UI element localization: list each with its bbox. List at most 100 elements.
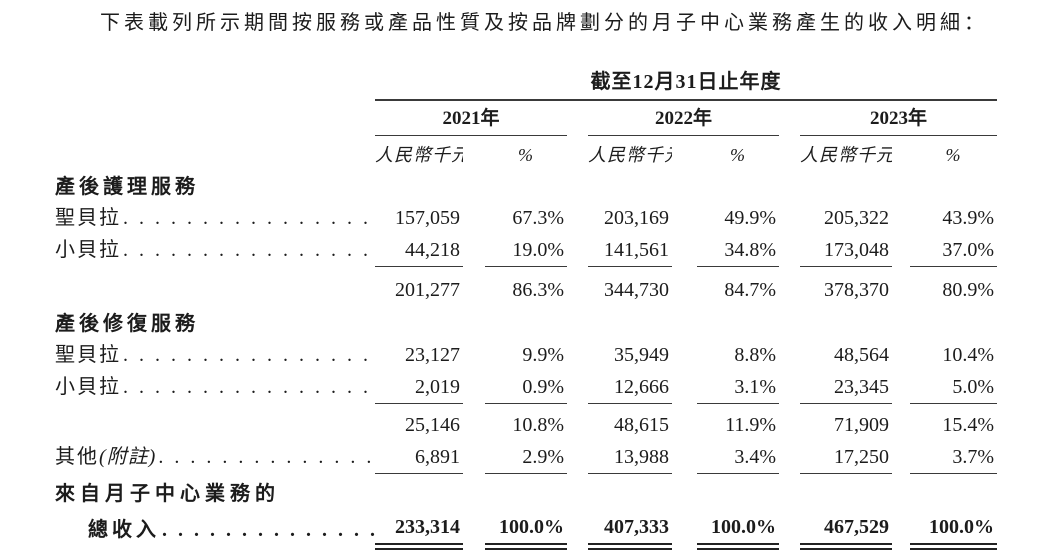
amount-cell: 48,564: [834, 344, 889, 366]
total-label-line1: 來自月子中心業務的: [55, 483, 280, 505]
spacer-cell: [672, 371, 697, 403]
total-percent-cell: 100.0%: [697, 509, 779, 550]
unit-label-2023: 人民幣千元: [800, 145, 892, 165]
spacer-cell: [463, 135, 485, 169]
percent-cell: 37.0%: [910, 234, 998, 267]
subtotal-row-care: 201,277 86.3% 344,730 84.7% 378,370 80.9…: [55, 266, 997, 306]
row-label-note: (附註): [99, 446, 157, 468]
spacer-cell: [779, 135, 800, 169]
pct-label-2021: %: [518, 145, 534, 165]
total-amount-cell: 407,333: [588, 509, 672, 550]
dot-leader: [121, 375, 375, 399]
total-label-line-row: 來自月子中心業務的: [55, 473, 997, 509]
spacer-cell: [779, 509, 800, 546]
spacer-cell: [672, 202, 697, 234]
percent-cell: 67.3%: [512, 207, 564, 229]
amount-cell: 13,988: [588, 441, 672, 474]
spacer-cell: [779, 100, 800, 135]
spacer-cell: [892, 371, 910, 403]
spacer-cell: [779, 234, 800, 266]
year-2021-header: 2021年: [375, 100, 567, 136]
row-label-cell: 聖貝拉: [55, 339, 375, 371]
spacer-cell: [55, 60, 375, 100]
spacer-cell: [892, 234, 910, 266]
year-2023-header: 2023年: [800, 100, 998, 136]
spacer-cell: [779, 403, 800, 441]
pct-label-2023: %: [945, 145, 962, 165]
spacer-cell: [567, 266, 588, 306]
percent-cell: 3.7%: [910, 441, 998, 474]
spacer-cell: [892, 403, 910, 441]
amount-cell: 17,250: [800, 441, 892, 474]
unit-label-2021: 人民幣千元: [375, 145, 463, 165]
unit-label-2022: 人民幣千元: [588, 145, 672, 165]
spacer-cell: [672, 266, 697, 306]
row-label-cell: 其他 (附註): [55, 441, 375, 473]
spacer-cell: [567, 339, 588, 371]
spacer-cell: [672, 509, 697, 546]
intro-text: 下表載列所示期間按服務或產品性質及按品牌劃分的月子中心業務產生的收入明細：: [100, 12, 988, 34]
spacer-cell: [567, 371, 588, 403]
year-2022-header: 2022年: [588, 100, 779, 136]
dot-leader: [121, 238, 375, 262]
spacer-cell: [463, 266, 485, 306]
table-row-care-xiaobeila: 小貝拉 44,218 19.0% 141,561 34.8% 173,048 3…: [55, 234, 998, 267]
spacer-cell: [55, 100, 375, 135]
spacer-cell: [779, 339, 800, 371]
table-row-others: 其他(附註) 6,891 2.9% 13,988 3.4% 17,250 3.7…: [55, 441, 998, 474]
amount-cell: 173,048: [800, 234, 892, 267]
amount-cell: 2,019: [375, 371, 463, 404]
spacer-cell: [779, 202, 800, 234]
amount-cell: 35,949: [614, 344, 669, 366]
table-row-repair-shengbeila: 聖貝拉 23,127 9.9% 35,949 8.8% 48,564 10.4%: [55, 339, 997, 371]
spacer-cell: [892, 441, 910, 473]
row-label: 聖貝拉: [55, 207, 121, 229]
subtotal-percent-cell: 15.4%: [942, 414, 995, 436]
spacer-cell: [567, 441, 588, 473]
dot-leader: [156, 445, 375, 469]
spacer-cell: [55, 266, 375, 306]
percent-cell: 3.1%: [697, 371, 779, 404]
spacer-cell: [463, 441, 485, 473]
row-label: 小貝拉: [55, 376, 121, 398]
spacer-cell: [892, 266, 910, 306]
total-label: 總收入: [88, 519, 160, 541]
spacer-cell: [892, 202, 910, 234]
subtotal-amount-cell: 344,730: [604, 279, 669, 301]
total-amount-cell: 233,314: [375, 509, 463, 550]
spacer-cell: [463, 403, 485, 441]
spacer-cell: [463, 371, 485, 403]
spacer-cell: [55, 403, 375, 441]
amount-cell: 23,127: [405, 344, 460, 366]
percent-cell: 19.0%: [485, 234, 567, 267]
dot-leader: [121, 206, 375, 230]
dot-leader: [160, 518, 375, 542]
section-postpartum-care-header-row: 產後護理服務: [55, 169, 997, 202]
table-row-repair-xiaobeila: 小貝拉 2,019 0.9% 12,666 3.1% 23,345 5.0%: [55, 371, 998, 404]
amount-cell: 44,218: [375, 234, 463, 267]
percent-cell: 5.0%: [910, 371, 998, 404]
amount-cell: 12,666: [588, 371, 672, 404]
spacer-cell: [567, 100, 588, 135]
spacer-cell: [672, 135, 697, 169]
spacer-cell: [779, 266, 800, 306]
spacer-cell: [892, 135, 910, 169]
row-label: 聖貝拉: [55, 344, 121, 366]
amount-cell: 157,059: [395, 207, 460, 229]
spacer-cell: [463, 234, 485, 266]
subtotal-amount-cell: 378,370: [824, 279, 889, 301]
spacer-cell: [892, 339, 910, 371]
subtotal-percent-cell: 84.7%: [724, 279, 776, 301]
section-header: 產後修復服務: [55, 313, 199, 335]
amount-cell: 205,322: [824, 207, 889, 229]
pct-label-2022: %: [730, 145, 746, 165]
spacer-cell: [567, 135, 588, 169]
period-header-row: 截至12月31日止年度: [55, 60, 998, 101]
spacer-cell: [892, 509, 910, 546]
revenue-table: 截至12月31日止年度 2021年 2022年 2023年 人民幣千元 % 人民…: [55, 60, 998, 550]
unit-header-row: 人民幣千元 % 人民幣千元 % 人民幣千元 %: [55, 135, 997, 169]
row-label-cell: 小貝拉: [55, 371, 375, 403]
spacer-cell: [567, 509, 588, 546]
amount-cell: 203,169: [604, 207, 669, 229]
amount-cell: 6,891: [375, 441, 463, 474]
